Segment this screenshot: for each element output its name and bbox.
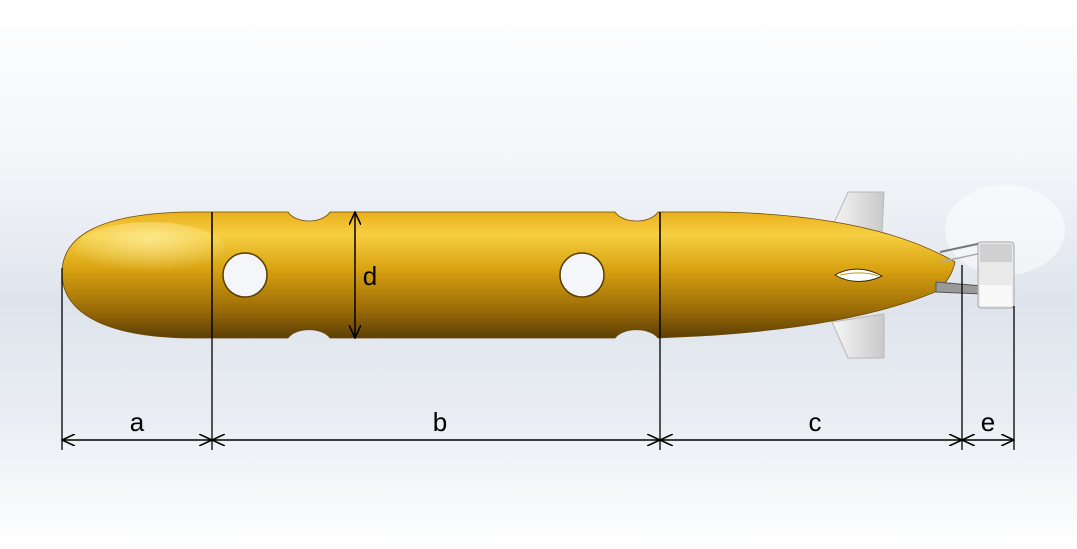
label-e: e (981, 407, 995, 437)
label-a: a (130, 407, 145, 437)
dimension-lines (62, 212, 1014, 440)
rear-hole (559, 252, 605, 298)
side-vent (834, 268, 884, 282)
lower-tail-fin (831, 313, 885, 359)
extension-lines (61, 212, 1015, 450)
label-b: b (433, 407, 447, 437)
background-highlight (945, 185, 1065, 275)
auv-hull (61, 211, 956, 339)
label-d: d (363, 261, 377, 291)
front-hole (222, 252, 268, 298)
label-c: c (809, 407, 822, 437)
thruster-assembly (935, 241, 1015, 309)
